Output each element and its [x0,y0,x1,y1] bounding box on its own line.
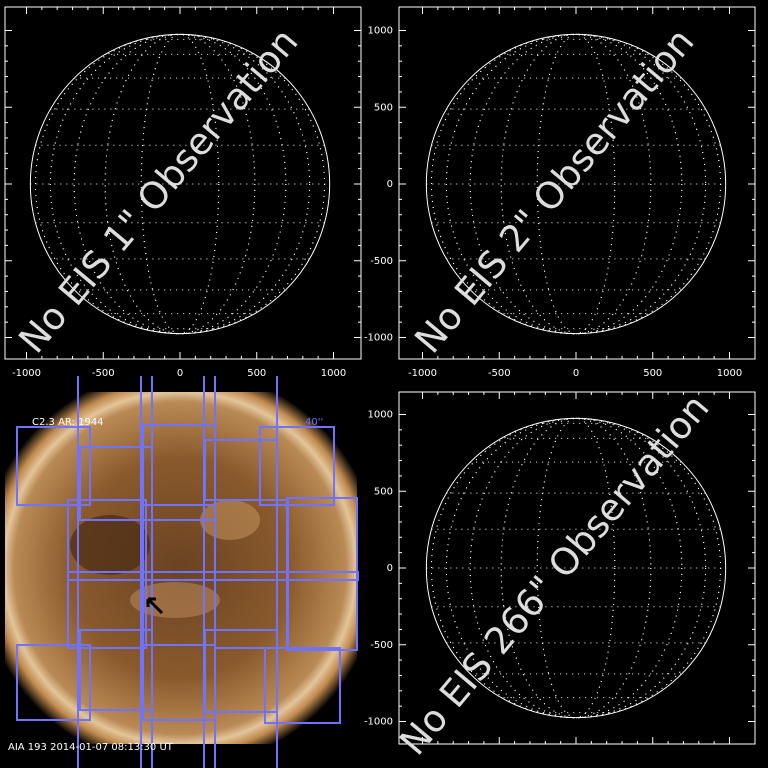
x-tick-label: 0 [177,368,183,379]
y-tick-label: -1000 [364,717,393,728]
plot-panel: 1000 500 0 -500 -1000 -1000 -500 0 500 1000 No EIS… [364,6,756,379]
raster-box [16,644,91,721]
eis-rasters [16,376,359,768]
raster-box [67,571,359,581]
no-observation-label: No EIS 1" Observation [10,20,306,361]
flare-arrow [146,597,164,615]
x-tick-label: -500 [488,368,511,379]
coronal-hole [70,515,150,575]
no-observation-label: No EIS 266" Observation [391,386,717,763]
y-tick-label: 500 [374,102,393,113]
meridian [140,33,220,335]
no-observation-label: No EIS 2" Observation [406,20,702,361]
flare-label: C2.3 AR: 1944 [32,417,104,428]
scale-label: 40'' [305,417,323,428]
raster-box [264,647,341,724]
y-tick-label: 0 [387,179,393,190]
x-tick-label: 1000 [321,368,346,379]
x-tick-label: 0 [573,368,579,379]
y-tick-label: 1000 [368,26,393,37]
y-tick-label: 500 [374,486,393,497]
raster-box [259,426,335,506]
aia-image-panel: C2.3 AR: 1944 40'' AIA 193 2014-01-07 08… [5,376,359,768]
x-tick-label: 500 [247,368,266,379]
meridian [469,417,683,719]
plot-panel: -1000 -500 0 500 1000 No EIS 1" Observation [4,6,362,379]
y-tick-label: -1000 [364,333,393,344]
plot-frame [4,6,362,360]
caption: AIA 193 2014-01-07 08:13:30 UT [8,742,174,753]
x-tick-label: -1000 [408,368,437,379]
y-tick-label: 0 [387,563,393,574]
x-tick-label: -500 [92,368,115,379]
meridian [73,33,287,335]
sun-disk [5,392,357,744]
meridian [469,33,683,335]
x-tick-label: 500 [643,368,662,379]
raster-box [16,426,91,506]
plot-frame [398,6,756,360]
x-tick-label: -1000 [12,368,41,379]
y-tick-label: -500 [370,640,393,651]
meridian [49,33,311,335]
y-tick-label: 1000 [368,410,393,421]
meridian [104,33,256,335]
y-tick-label: -500 [370,256,393,267]
x-tick-label: 1000 [717,368,742,379]
